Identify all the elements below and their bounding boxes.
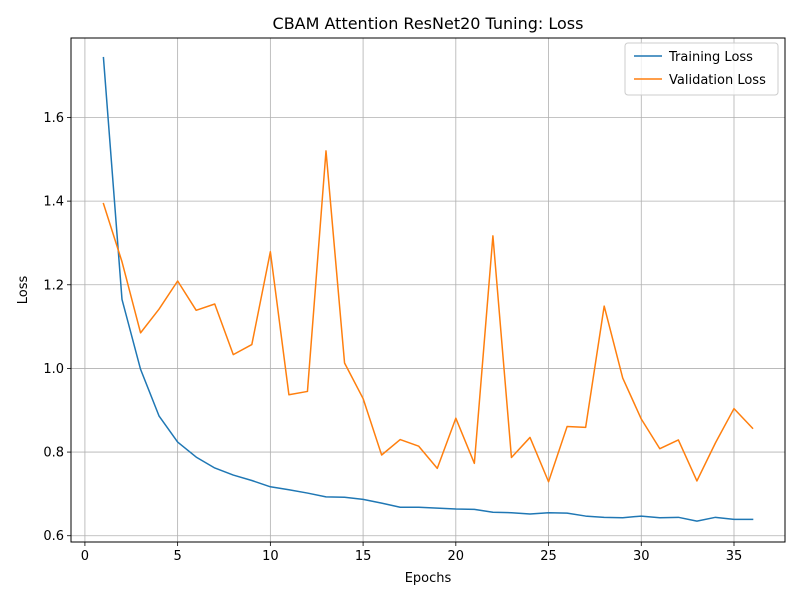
legend-label-training: Training Loss (668, 50, 753, 65)
y-tick-label: 0.6 (43, 529, 64, 544)
x-tick-label: 15 (355, 549, 372, 564)
x-tick-label: 25 (540, 549, 557, 564)
validation-loss-line (102, 150, 754, 483)
legend-box (624, 42, 779, 96)
grid (71, 38, 785, 542)
plot-frame (70, 37, 786, 543)
x-tick-label: 10 (262, 549, 279, 564)
x-axis-label: Epochs (405, 571, 452, 586)
ticks: 0 5 10 15 20 25 30 35 0.6 0.8 1.0 1.2 1.4 1.6 (43, 111, 742, 564)
y-tick-label: 1.4 (43, 195, 64, 210)
y-tick-label: 1.2 (43, 278, 64, 293)
x-tick-label: 20 (448, 549, 465, 564)
y-tick-label: 0.8 (43, 446, 64, 461)
legend-label-validation: Validation Loss (669, 73, 766, 88)
legend: Training Loss Validation Loss (624, 42, 779, 96)
y-axis-label: Loss (16, 276, 31, 305)
y-tick-label: 1.0 (43, 362, 64, 377)
training-loss-line (102, 56, 754, 522)
x-tick-label: 35 (726, 549, 743, 564)
y-tick-label: 1.6 (43, 111, 64, 126)
x-tick-label: 5 (173, 549, 181, 564)
series-group (102, 56, 754, 522)
x-tick-label: 0 (81, 549, 89, 564)
x-tick-label: 30 (633, 549, 650, 564)
chart-title: CBAM Attention ResNet20 Tuning: Loss (273, 14, 584, 33)
